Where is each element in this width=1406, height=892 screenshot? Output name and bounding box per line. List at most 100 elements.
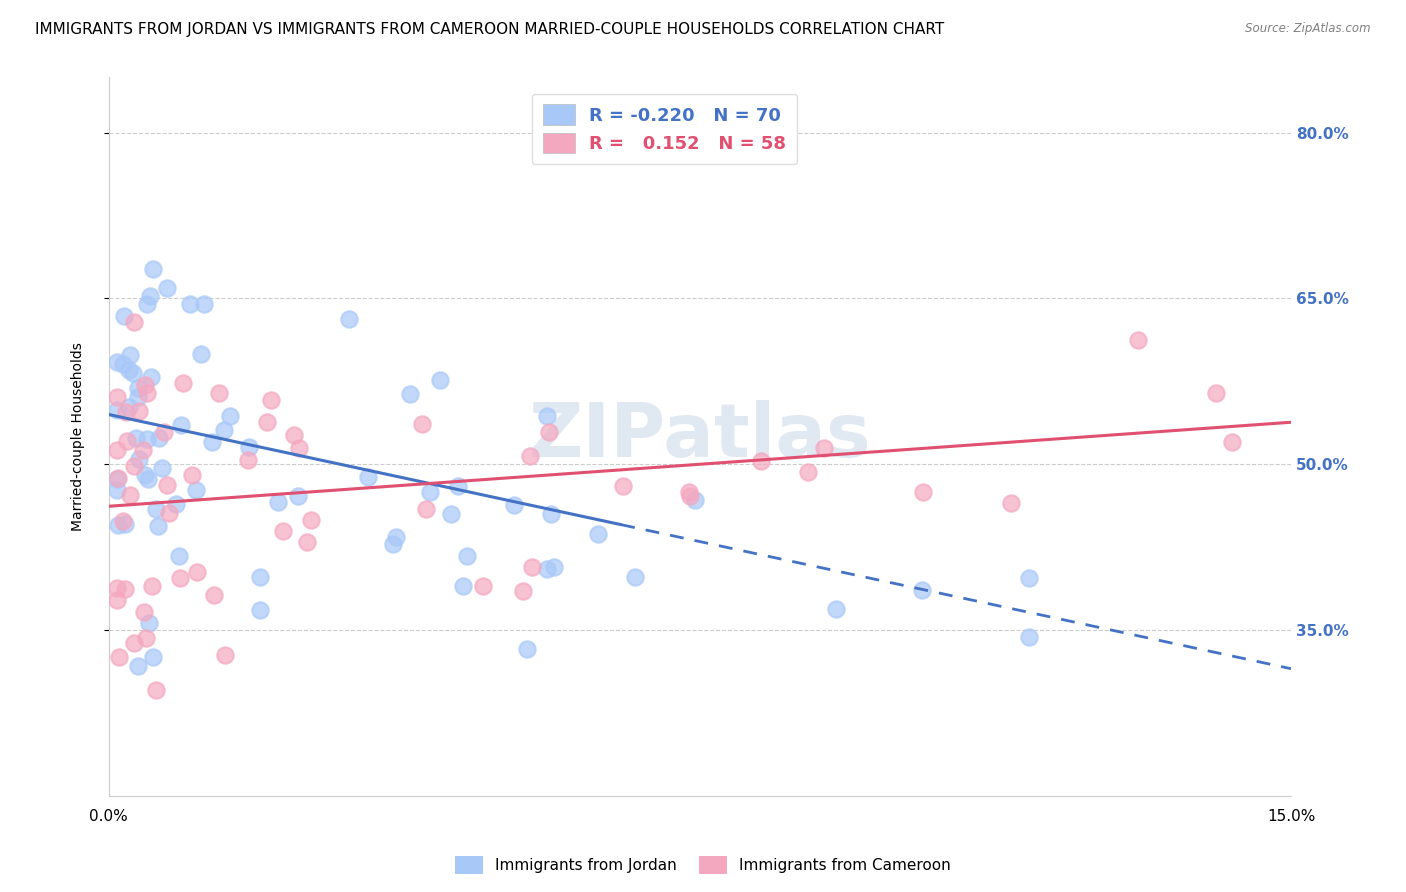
- Point: [105, 390, 128, 404]
- Point: [911, 485, 934, 500]
- Point: [134, 606, 156, 620]
- Point: [115, 434, 138, 448]
- Point: [440, 507, 463, 521]
- Point: [157, 506, 180, 520]
- Point: [357, 470, 380, 484]
- Point: [520, 559, 543, 574]
- Text: IMMIGRANTS FROM JORDAN VS IMMIGRANTS FROM CAMEROON MARRIED-COUPLE HOUSEHOLDS COR: IMMIGRANTS FROM JORDAN VS IMMIGRANTS FRO…: [35, 22, 945, 37]
- Point: [127, 390, 149, 404]
- Point: [249, 603, 271, 617]
- Point: [132, 443, 155, 458]
- Point: [381, 537, 404, 551]
- Point: [179, 297, 201, 311]
- Point: [214, 648, 236, 662]
- Point: [1000, 496, 1022, 510]
- Point: [127, 381, 149, 395]
- Point: [260, 392, 283, 407]
- Point: [538, 425, 561, 439]
- Point: [249, 570, 271, 584]
- Point: [1205, 386, 1227, 401]
- Point: [911, 582, 934, 597]
- Point: [678, 485, 700, 500]
- Point: [512, 583, 534, 598]
- Point: [105, 472, 128, 486]
- Point: [138, 615, 160, 630]
- Point: [283, 427, 305, 442]
- Point: [419, 484, 441, 499]
- Point: [107, 517, 129, 532]
- Point: [114, 405, 136, 419]
- Point: [146, 519, 169, 533]
- Point: [112, 357, 135, 371]
- Point: [169, 571, 191, 585]
- Point: [287, 489, 309, 503]
- Point: [105, 483, 128, 497]
- Point: [186, 483, 208, 497]
- Point: [186, 565, 208, 579]
- Point: [105, 593, 128, 607]
- Point: [142, 650, 165, 665]
- Point: [683, 493, 706, 508]
- Point: [339, 311, 361, 326]
- Point: [134, 467, 156, 482]
- Point: [543, 560, 565, 574]
- Point: [136, 472, 159, 486]
- Point: [288, 441, 311, 455]
- Point: [271, 524, 294, 538]
- Point: [124, 636, 146, 650]
- Point: [797, 465, 820, 479]
- Point: [586, 527, 609, 541]
- Text: 0.0%: 0.0%: [90, 809, 128, 824]
- Point: [200, 435, 222, 450]
- Point: [208, 386, 231, 401]
- Point: [236, 453, 259, 467]
- Point: [128, 404, 150, 418]
- Point: [122, 458, 145, 473]
- Point: [156, 281, 179, 295]
- Point: [446, 479, 468, 493]
- Point: [471, 579, 494, 593]
- Point: [172, 376, 194, 391]
- Point: [148, 431, 170, 445]
- Point: [453, 579, 475, 593]
- Point: [1018, 571, 1040, 585]
- Point: [125, 431, 148, 445]
- Point: [124, 315, 146, 329]
- Point: [536, 409, 558, 423]
- Point: [135, 385, 157, 400]
- Point: [415, 502, 437, 516]
- Point: [219, 409, 242, 424]
- Point: [751, 454, 773, 468]
- Point: [411, 417, 433, 431]
- Text: Source: ZipAtlas.com: Source: ZipAtlas.com: [1246, 22, 1371, 36]
- Point: [134, 377, 156, 392]
- Point: [256, 415, 278, 429]
- Point: [503, 498, 526, 512]
- Text: 15.0%: 15.0%: [1267, 809, 1315, 824]
- Point: [1018, 630, 1040, 644]
- Point: [152, 425, 174, 439]
- Point: [111, 514, 134, 528]
- Point: [105, 581, 128, 595]
- Point: [384, 530, 406, 544]
- Point: [540, 507, 562, 521]
- Point: [112, 309, 135, 323]
- Point: [193, 297, 215, 311]
- Point: [180, 468, 202, 483]
- Point: [145, 502, 167, 516]
- Point: [135, 433, 157, 447]
- Point: [145, 682, 167, 697]
- Point: [266, 495, 288, 509]
- Point: [114, 517, 136, 532]
- Point: [135, 297, 157, 311]
- Point: [139, 289, 162, 303]
- Point: [516, 641, 538, 656]
- Point: [238, 440, 260, 454]
- Point: [105, 402, 128, 417]
- Point: [120, 348, 142, 362]
- Y-axis label: Married-couple Households: Married-couple Households: [72, 343, 86, 531]
- Point: [105, 442, 128, 457]
- Point: [141, 369, 163, 384]
- Text: ZIPatlas: ZIPatlas: [529, 401, 872, 473]
- Point: [117, 400, 139, 414]
